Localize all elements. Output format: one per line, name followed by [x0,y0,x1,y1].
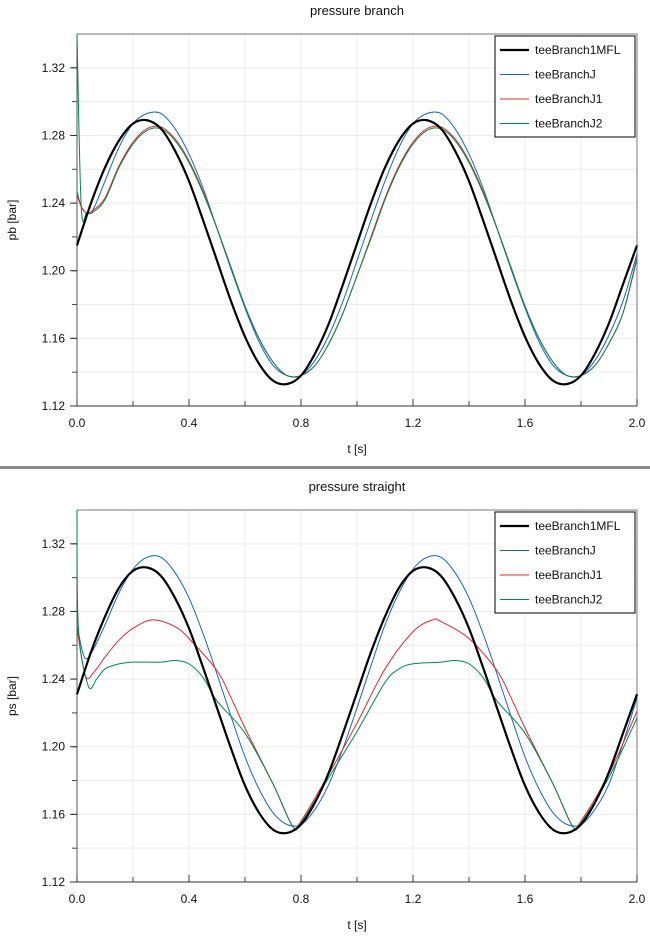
x-tick-label: 1.2 [405,416,422,430]
y-tick-label: 1.12 [42,399,66,413]
x-axis-label: t [s] [347,442,366,456]
x-tick-label: 1.6 [517,416,534,430]
series-group [76,34,638,386]
y-tick-label: 1.28 [42,128,66,142]
series-line-teeBranchJ1 [76,618,638,831]
series-line-teeBranchJ [76,111,638,378]
y-tick-label: 1.16 [42,331,66,345]
legend-box [494,35,636,138]
legend-label: teeBranch1MFL [535,43,621,57]
chart-pressure-branch: pressure branch t [s] pb [bar] 0.0 0.4 0.8… [0,0,650,466]
y-tick-label: 1.28 [42,604,66,618]
y-tick-label: 1.24 [42,196,66,210]
legend: teeBranch1MFL teeBranchJ teeBranchJ1 teeBra… [494,35,636,138]
legend-box [494,511,636,614]
x-tick-label: 0.8 [293,892,310,906]
x-tick-label: 0.0 [69,892,86,906]
y-tick-label: 1.16 [42,807,66,821]
legend: teeBranch1MFL teeBranchJ teeBranchJ1 teeBra… [494,511,636,614]
y-tick-label: 1.20 [42,740,66,754]
panel-divider[interactable] [0,466,650,469]
grid [72,34,637,406]
y-tick-label: 1.12 [42,875,66,889]
x-tick-label: 2.0 [629,892,646,906]
x-tick-label: 1.2 [405,892,422,906]
legend-label: teeBranchJ1 [535,92,603,106]
y-tick-label: 1.32 [42,537,66,551]
legend-label: teeBranchJ [535,68,596,82]
y-tick-label: 1.32 [42,61,66,75]
x-tick-label: 0.4 [181,892,198,906]
series-line-teeBranchJ2 [76,34,638,378]
x-tick-label: 0.4 [181,416,198,430]
series-group [76,510,638,835]
legend-label: teeBranch1MFL [535,519,621,533]
series-line-teeBranchJ2 [76,510,638,831]
series-line-teeBranch1MFL [76,118,638,386]
legend-label: teeBranchJ2 [535,593,603,607]
y-axis-label: pb [bar] [5,200,19,241]
chart-svg: pressure straight t [s] ps [bar] 0.0 0.4 0… [5,479,646,932]
x-tick-label: 0.8 [293,416,310,430]
legend-label: teeBranchJ2 [535,117,603,131]
y-axis-label: ps [bar] [5,676,19,716]
y-tick-label: 1.20 [42,264,66,278]
x-tick-label: 2.0 [629,416,646,430]
chart-svg: pressure branch t [s] pb [bar] 0.0 0.4 0.8… [5,3,646,456]
legend-label: teeBranchJ1 [535,568,603,582]
series-line-teeBranch1MFL [76,566,638,835]
legend-label: teeBranchJ [535,544,596,558]
x-axis-label: t [s] [347,918,366,932]
chart-title: pressure straight [309,479,406,494]
chart-title: pressure branch [310,3,404,18]
chart-pressure-straight: pressure straight t [s] ps [bar] 0.0 0.4 0… [0,469,650,936]
y-tick-label: 1.24 [42,672,66,686]
x-tick-label: 0.0 [69,416,86,430]
x-tick-label: 1.6 [517,892,534,906]
